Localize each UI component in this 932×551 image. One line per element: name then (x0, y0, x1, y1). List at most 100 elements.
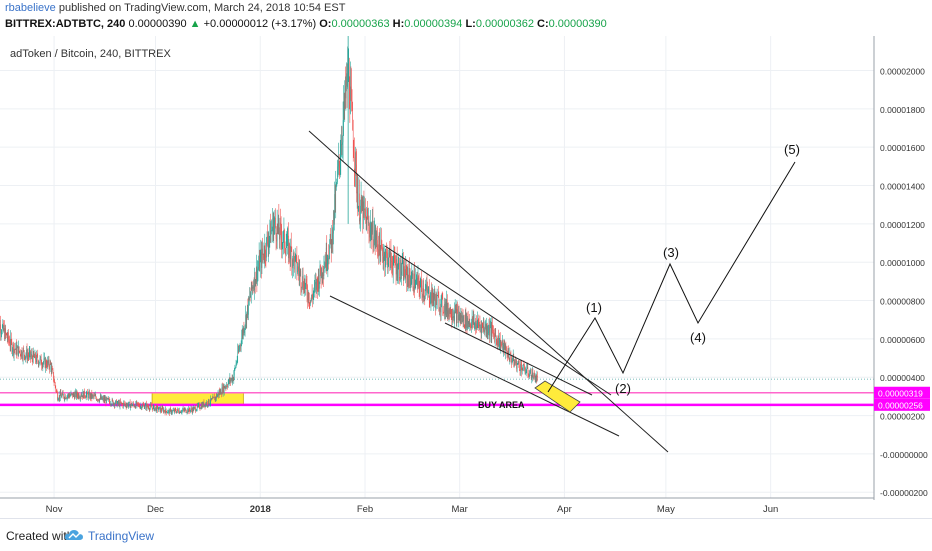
candle-body (291, 245, 292, 251)
candle-body (264, 258, 265, 259)
candle-body (356, 152, 357, 164)
candle-body (383, 256, 384, 262)
candle-body (312, 297, 313, 299)
candle-body (136, 403, 137, 406)
candle-body (319, 275, 320, 289)
candle-body (143, 405, 144, 406)
candle-body (64, 398, 65, 399)
candle-body (172, 411, 173, 413)
candle-body (526, 368, 527, 372)
candle-body (90, 394, 91, 398)
candle-body (163, 408, 164, 409)
candle-body (483, 324, 484, 327)
candle-body (39, 363, 40, 365)
candle-body (192, 410, 193, 412)
candle-body (450, 307, 451, 316)
candle-body (255, 272, 256, 286)
candle-body (267, 237, 268, 238)
candle-body (526, 372, 527, 373)
y-tick-label: 0.00000400 (880, 373, 925, 383)
candle-body (150, 407, 151, 409)
candle-body (297, 271, 298, 272)
tradingview-brand[interactable]: TradingView (88, 529, 154, 543)
candle-body (441, 299, 442, 312)
candle-body (99, 401, 100, 402)
candle-body (380, 248, 381, 261)
candle-body (311, 295, 312, 301)
footer: Created with TradingView (0, 518, 932, 551)
candle-body (386, 252, 387, 261)
candle-body (403, 261, 404, 280)
candle-body (452, 318, 453, 320)
author-link[interactable]: rbabelieve (5, 2, 56, 14)
candle-body (35, 353, 36, 360)
candle-body (237, 360, 238, 363)
candle-body (193, 408, 194, 411)
candle-body (313, 294, 314, 299)
candle-body (115, 404, 116, 406)
candle-body (285, 251, 286, 254)
candle-body (20, 352, 21, 355)
candlestick-chart[interactable]: BUY AREA (1)(2)(3)(4)(5) 0.000020000.000… (0, 36, 932, 516)
candle-body (340, 159, 341, 168)
y-tick-label: 0.00001400 (880, 182, 925, 192)
candle-body (230, 378, 231, 381)
candle-body (152, 408, 153, 410)
x-tick-label: Nov (46, 504, 63, 515)
candle-body (213, 397, 214, 398)
candle-body (51, 365, 52, 372)
candle-body (201, 405, 202, 408)
candle-body (190, 410, 191, 411)
candle-body (250, 296, 251, 298)
candle-body (533, 377, 534, 378)
candle-body (40, 357, 41, 359)
candle-body (334, 194, 335, 220)
candle-body (448, 310, 449, 316)
candle-body (251, 282, 252, 295)
candle-body (105, 399, 106, 401)
candle-body (165, 411, 166, 413)
candle-body (159, 407, 160, 409)
candle-body (241, 345, 242, 346)
candle-body (533, 373, 534, 378)
candle-body (457, 309, 458, 310)
candle-body (75, 394, 76, 399)
candle-body (14, 349, 15, 354)
candle-body (130, 405, 131, 408)
candle-body (154, 405, 155, 410)
y-tick-label: 0.00000600 (880, 335, 925, 345)
candle-body (28, 355, 29, 356)
candle-body (288, 236, 289, 258)
candle-body (204, 405, 205, 407)
candle-body (475, 322, 476, 324)
candle-body (422, 294, 423, 298)
candle-body (4, 328, 5, 330)
candle-body (268, 244, 269, 250)
candle-body (48, 360, 49, 364)
candle-body (188, 409, 189, 412)
candle-body (325, 262, 326, 267)
candle-body (34, 352, 35, 356)
candle-body (191, 409, 192, 411)
candle-body (463, 316, 464, 322)
candle-body (377, 233, 378, 240)
candle-body (344, 101, 345, 109)
candle-body (376, 233, 377, 239)
candle-body (246, 315, 247, 324)
candle-body (181, 412, 182, 413)
candle-body (472, 318, 473, 323)
candle-body (70, 396, 71, 397)
candle-body (137, 403, 138, 404)
candle-body (139, 404, 140, 406)
candle-body (209, 404, 210, 405)
candle-body (425, 296, 426, 297)
candle-body (138, 404, 139, 405)
candle-body (142, 407, 143, 408)
candle-body (461, 318, 462, 321)
candle-body (17, 348, 18, 354)
candle-body (7, 334, 8, 338)
candle-body (218, 393, 219, 395)
candle-body (148, 407, 149, 409)
candle-body (301, 271, 302, 286)
